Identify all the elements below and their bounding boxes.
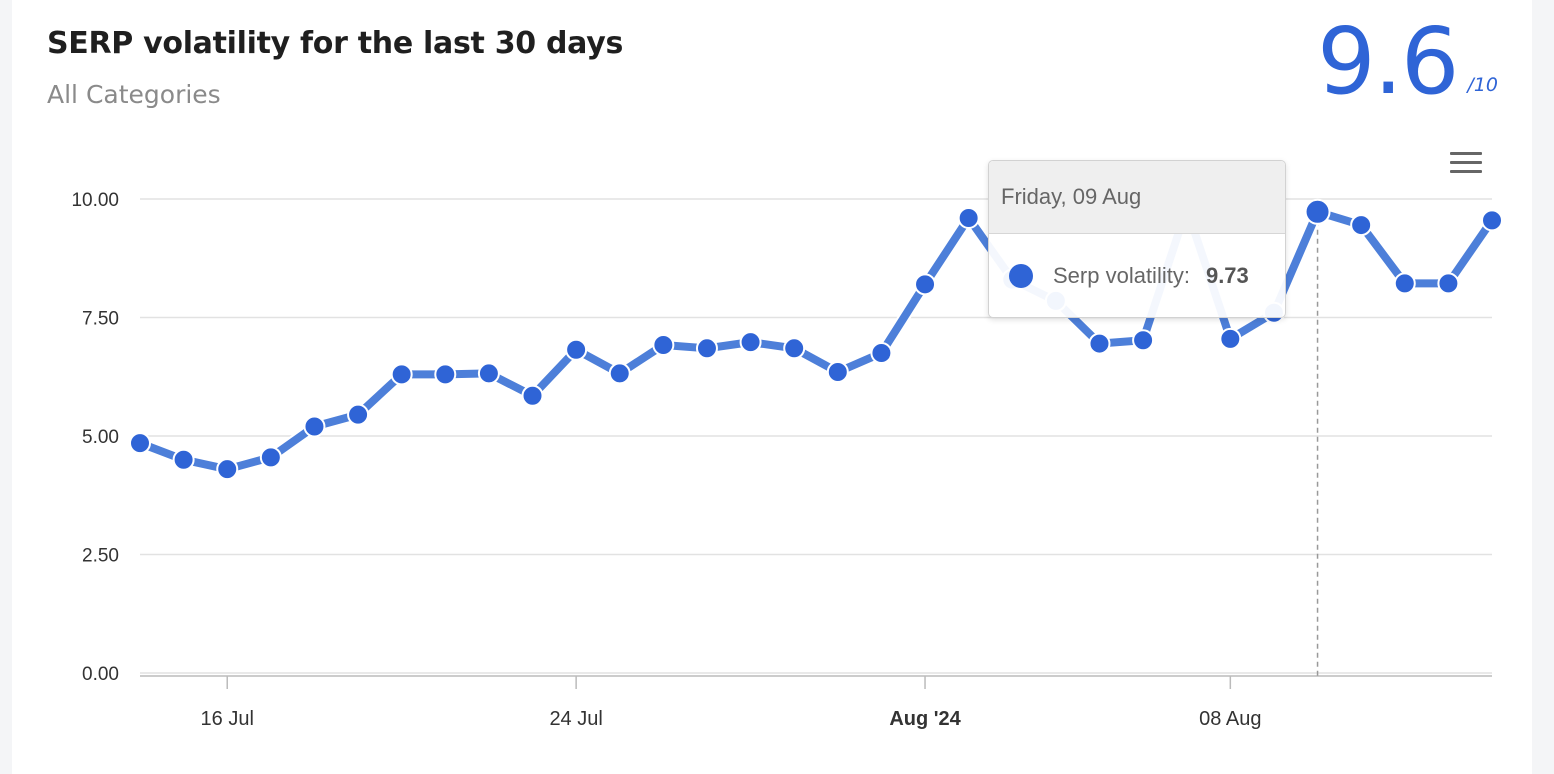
data-point xyxy=(1393,272,1416,295)
x-tick-label: 08 Aug xyxy=(1199,708,1261,730)
category-label: All Categories xyxy=(47,80,221,109)
hamburger-menu-icon[interactable] xyxy=(1450,152,1482,174)
data-point xyxy=(129,432,151,455)
y-tick-label: 5.00 xyxy=(82,427,119,448)
score-value: 9.6 xyxy=(1317,8,1459,115)
data-point xyxy=(695,337,718,360)
data-point xyxy=(957,206,980,229)
y-tick-label: 10.00 xyxy=(71,190,119,211)
series-line xyxy=(136,204,1496,474)
data-point xyxy=(303,415,326,438)
data-point xyxy=(347,403,370,426)
y-tick-label: 2.50 xyxy=(82,546,119,567)
x-tick-label: 16 Jul xyxy=(201,708,254,730)
series-marker-icon xyxy=(1009,264,1033,288)
chart-tooltip: Friday, 09 Aug Serp volatility: 9.73 xyxy=(988,160,1286,318)
tooltip-series-label: Serp volatility: xyxy=(1053,263,1190,288)
data-point xyxy=(1088,332,1111,355)
y-tick-label: 7.50 xyxy=(82,309,119,330)
data-point xyxy=(434,363,457,386)
tooltip-body: Serp volatility: 9.73 xyxy=(989,234,1285,317)
x-tick-label: 24 Jul xyxy=(549,708,602,730)
tooltip-value: 9.73 xyxy=(1205,263,1249,288)
data-point xyxy=(390,363,413,386)
series-line-halo xyxy=(134,202,1498,476)
data-point xyxy=(652,333,675,356)
data-point xyxy=(826,361,849,384)
data-point xyxy=(521,384,544,407)
data-point xyxy=(259,446,282,469)
data-point xyxy=(739,331,762,354)
data-point xyxy=(870,342,893,365)
tooltip-date: Friday, 09 Aug xyxy=(989,161,1285,234)
data-point xyxy=(1219,327,1242,350)
score-max: /10 xyxy=(1467,74,1498,96)
chart-title: SERP volatility for the last 30 days xyxy=(47,26,624,61)
data-point xyxy=(608,362,631,385)
volatility-card: SERP volatility for the last 30 days All… xyxy=(12,0,1532,774)
data-point xyxy=(783,337,806,360)
data-point xyxy=(477,362,500,385)
volatility-score: 9.6 /10 xyxy=(1317,12,1498,112)
data-point xyxy=(1350,214,1373,237)
data-point xyxy=(172,448,195,471)
data-point xyxy=(914,273,937,296)
data-point xyxy=(1481,209,1503,232)
data-point xyxy=(216,458,239,481)
highlighted-data-point xyxy=(1304,198,1331,225)
data-point xyxy=(1132,329,1155,352)
data-point xyxy=(1437,272,1460,295)
y-tick-label: 0.00 xyxy=(82,664,119,685)
data-point xyxy=(565,338,588,361)
x-tick-label: Aug '24 xyxy=(889,708,961,730)
